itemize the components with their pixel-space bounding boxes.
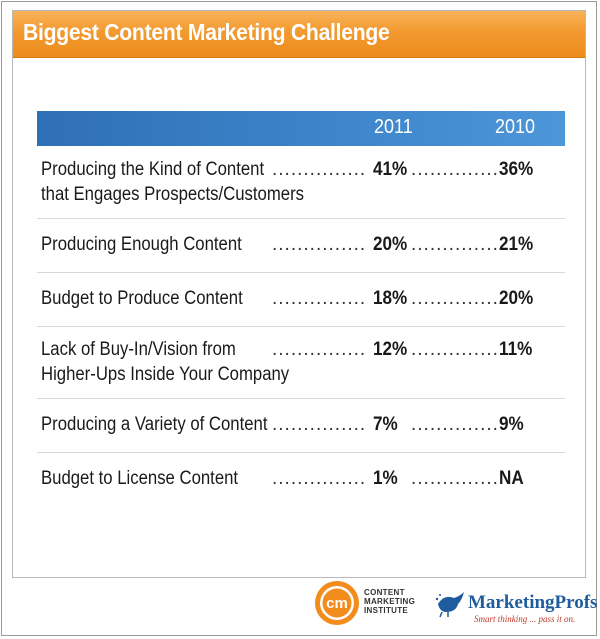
value-2010: NA xyxy=(499,468,524,489)
table-row: Budget to License Content...............… xyxy=(37,452,565,506)
title-bar: Biggest Content Marketing Challenge xyxy=(13,11,585,58)
value-2010: 36% xyxy=(499,159,534,180)
dot-leader: ........................................ xyxy=(411,339,497,360)
value-2010: 20% xyxy=(499,288,534,309)
row-label: Producing a Variety of Content xyxy=(41,412,267,437)
logo-strip: cm CONTENT MARKETING INSTITUTE Marketing… xyxy=(2,578,598,637)
value-2011: 18% xyxy=(373,288,408,309)
dot-leader: ........................................ xyxy=(272,159,366,180)
row-label-line: Lack of Buy-In/Vision from xyxy=(41,339,236,360)
cmi-line-1: CONTENT xyxy=(364,588,405,597)
value-2011: 12% xyxy=(373,339,408,360)
table-row: Budget to Produce Content...............… xyxy=(37,272,565,327)
row-label: Budget to License Content xyxy=(41,466,238,491)
dot-leader: ........................................ xyxy=(411,159,497,180)
value-2011: 7% xyxy=(373,414,398,435)
cmi-logo-icon: cm xyxy=(315,581,359,625)
value-2010: 11% xyxy=(499,339,533,360)
value-2011: 1% xyxy=(373,468,398,489)
value-2010: 9% xyxy=(499,414,524,435)
row-label-line: Budget to License Content xyxy=(41,468,239,489)
row-label: Producing the Kind of Content that Engage… xyxy=(41,157,304,207)
dot-leader: ........................................ xyxy=(411,468,497,489)
row-label-line: Higher-Ups Inside Your Company xyxy=(41,364,290,385)
row-label-line: Producing Enough Content xyxy=(41,234,242,255)
column-header-2010: 2010 xyxy=(495,116,536,138)
value-2011: 41% xyxy=(373,159,408,180)
marketingprofs-name: MarketingProfs xyxy=(468,592,598,613)
dot-leader: ........................................ xyxy=(272,234,366,255)
cmi-mark: cm xyxy=(326,595,348,612)
value-2011: 20% xyxy=(373,234,408,255)
dot-leader: ........................................ xyxy=(411,288,497,309)
cmi-line-3: INSTITUTE xyxy=(364,606,409,615)
cmi-line-2: MARKETING xyxy=(364,597,416,606)
chart-title: Biggest Content Marketing Challenge xyxy=(23,19,390,45)
marketingprofs-tagline: Smart thinking ... pass it on. xyxy=(474,614,576,624)
dot-leader: ........................................ xyxy=(272,288,366,309)
marketingprofs-bird-icon xyxy=(435,592,464,618)
dot-leader: ........................................ xyxy=(272,339,366,360)
table-row: Lack of Buy-In/Vision from Higher-Ups Ins… xyxy=(37,326,565,399)
row-label-line: Producing a Variety of Content xyxy=(41,414,268,435)
row-label-line: Budget to Produce Content xyxy=(41,288,243,309)
row-label-line: Producing the Kind of Content xyxy=(41,159,265,180)
table-row: Producing a Variety of Content..........… xyxy=(37,398,565,453)
row-label: Budget to Produce Content xyxy=(41,286,243,311)
table-row: Producing the Kind of Content that Engage… xyxy=(37,146,565,219)
dot-leader: ........................................ xyxy=(272,468,366,489)
chart-card: Biggest Content Marketing Challenge 2011… xyxy=(12,10,586,578)
dot-leader: ........................................ xyxy=(272,414,366,435)
table-row: Producing Enough Content................… xyxy=(37,218,565,273)
row-label: Producing Enough Content xyxy=(41,232,242,257)
cmi-logo-text: CONTENT MARKETING INSTITUTE xyxy=(364,588,415,615)
value-2010: 21% xyxy=(499,234,534,255)
row-label-line: that Engages Prospects/Customers xyxy=(41,184,305,205)
dot-leader: ........................................ xyxy=(411,414,497,435)
row-label: Lack of Buy-In/Vision from Higher-Ups Ins… xyxy=(41,337,289,387)
column-header-bar: 2011 2010 xyxy=(37,111,565,146)
dot-leader: ........................................ xyxy=(411,234,497,255)
column-header-2011: 2011 xyxy=(374,116,413,138)
